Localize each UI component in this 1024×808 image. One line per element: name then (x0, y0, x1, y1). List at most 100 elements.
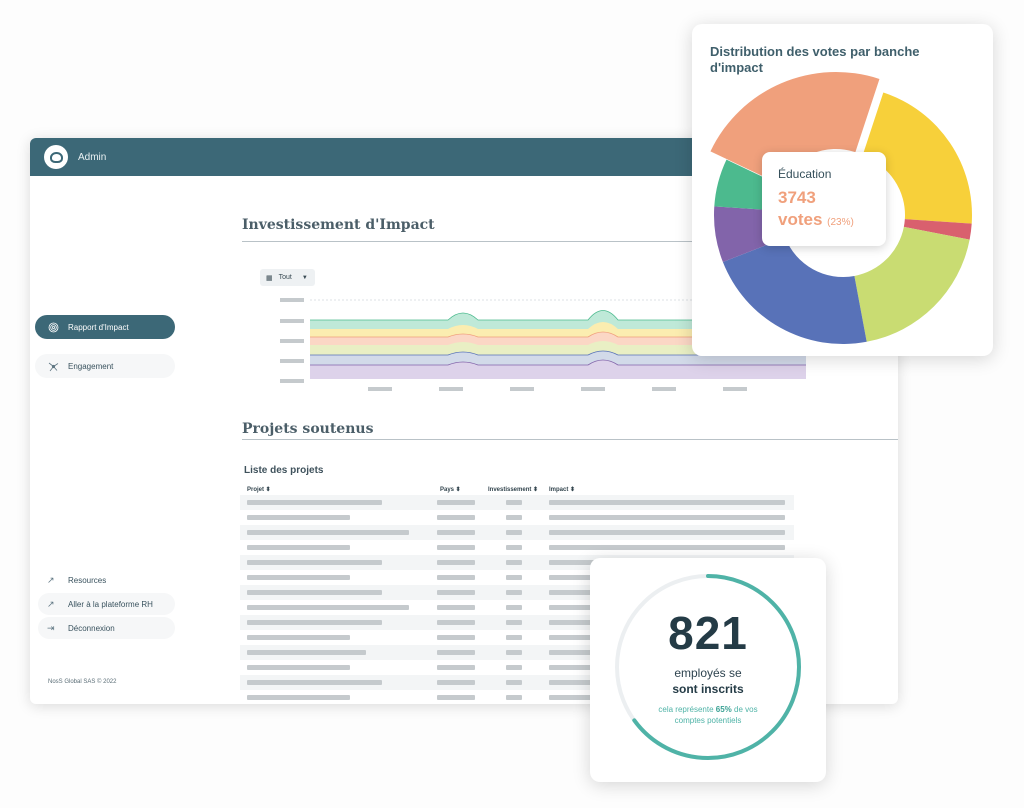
donut-slice[interactable] (903, 219, 972, 240)
table-cell (437, 695, 475, 700)
table-cell (437, 620, 475, 625)
table-cell (506, 530, 522, 535)
donut-slice[interactable] (710, 72, 880, 185)
table-cell (437, 590, 475, 595)
table-cell (437, 665, 475, 670)
divider (242, 439, 898, 440)
tooltip-category: Éducation (778, 167, 832, 181)
sidebar-item-rapport-impact[interactable]: Rapport d'Impact (35, 315, 175, 339)
filter-label: Tout (278, 274, 292, 281)
table-cell (247, 695, 350, 700)
table-cell (437, 575, 475, 580)
table-cell (247, 560, 382, 565)
y-tick-label (280, 319, 304, 323)
registration-progress-ring (615, 574, 801, 760)
caret-down-icon: ▼ (301, 274, 308, 281)
calendar-icon: ▦ (266, 274, 273, 282)
table-cell (506, 605, 522, 610)
donut-slice[interactable] (862, 92, 972, 224)
y-tick-label (280, 298, 304, 302)
table-cell (437, 680, 475, 685)
donut-slice[interactable] (854, 226, 970, 342)
external-link-icon: ↗ (47, 574, 55, 585)
y-tick-label (280, 339, 304, 343)
column-header-impact[interactable]: Impact ⬍ (549, 487, 576, 493)
column-header-investissement[interactable]: Investissement ⬍ (488, 487, 539, 493)
x-tick-label (510, 387, 534, 391)
y-tick-label (280, 359, 304, 363)
resources-link[interactable]: ↗ Resources (38, 569, 175, 591)
table-cell (506, 680, 522, 685)
period-filter-dropdown[interactable]: ▦ Tout ▼ (260, 269, 315, 286)
table-cell (247, 605, 409, 610)
registered-employees-card: 821 employés se sont inscrits cela repré… (590, 558, 826, 782)
logout-label: Déconnexion (68, 623, 115, 633)
table-cell (549, 530, 785, 535)
logout-link[interactable]: ⇥ Déconnexion (38, 617, 175, 639)
impact-stream-chart (280, 298, 806, 391)
table-cell (506, 575, 522, 580)
table-row[interactable] (240, 495, 794, 510)
table-cell (437, 560, 475, 565)
external-link-icon: ↗ (47, 598, 55, 609)
table-cell (247, 590, 382, 595)
projects-list-title: Liste des projets (244, 465, 324, 476)
table-cell (247, 545, 350, 550)
column-header-pays[interactable]: Pays ⬍ (440, 487, 461, 493)
table-cell (549, 515, 785, 520)
x-tick-label (723, 387, 747, 391)
table-cell (247, 665, 350, 670)
rh-platform-link[interactable]: ↗ Aller à la plateforme RH (38, 593, 175, 615)
table-cell (247, 575, 350, 580)
table-cell (437, 500, 475, 505)
logo[interactable] (44, 145, 68, 169)
table-cell (437, 605, 475, 610)
tooltip-percent: (23%) (827, 217, 854, 228)
table-row[interactable] (240, 525, 794, 540)
table-cell (506, 515, 522, 520)
tooltip-value: 3743 votes (23%) (778, 188, 854, 229)
logout-icon: ⇥ (47, 622, 55, 633)
resources-label: Resources (68, 575, 107, 585)
table-cell (506, 620, 522, 625)
table-row[interactable] (240, 510, 794, 525)
sidebar-item-engagement[interactable]: Engagement (35, 354, 175, 378)
rh-platform-label: Aller à la plateforme RH (68, 599, 153, 609)
copyright: NosS Global SAS © 2022 (48, 679, 117, 685)
table-cell (247, 650, 366, 655)
x-tick-label (368, 387, 392, 391)
table-cell (247, 515, 350, 520)
donut-tooltip: Éducation 3743 votes (23%) (762, 152, 886, 246)
donut-card-title: Distribution des votes par banche d'impa… (710, 44, 920, 75)
app-title: Admin (78, 151, 107, 163)
table-cell (247, 500, 382, 505)
table-cell (506, 695, 522, 700)
table-cell (549, 500, 785, 505)
table-cell (437, 530, 475, 535)
employees-subtext: cela représente 65% de vos comptes poten… (658, 705, 758, 725)
x-tick-label (439, 387, 463, 391)
table-row[interactable] (240, 540, 794, 555)
votes-distribution-card: Distribution des votes par banche d'impa… (692, 24, 993, 356)
table-cell (506, 545, 522, 550)
progress-arc (615, 574, 801, 760)
table-cell (437, 545, 475, 550)
table-cell (549, 545, 785, 550)
divider (242, 241, 698, 242)
employees-label-line2: sont inscrits (672, 682, 744, 696)
table-cell (506, 665, 522, 670)
table-cell (247, 680, 382, 685)
table-cell (506, 590, 522, 595)
network-icon (47, 360, 59, 372)
x-tick-label (652, 387, 676, 391)
x-tick-label (581, 387, 605, 391)
section-title-investissement: Investissement d'Impact (242, 217, 435, 233)
table-cell (506, 560, 522, 565)
table-cell (506, 650, 522, 655)
table-cell (506, 500, 522, 505)
section-title-projets: Projets soutenus (242, 421, 374, 437)
donut-slice[interactable] (722, 237, 867, 344)
column-header-projet[interactable]: Projet ⬍ (247, 487, 271, 493)
table-cell (437, 635, 475, 640)
